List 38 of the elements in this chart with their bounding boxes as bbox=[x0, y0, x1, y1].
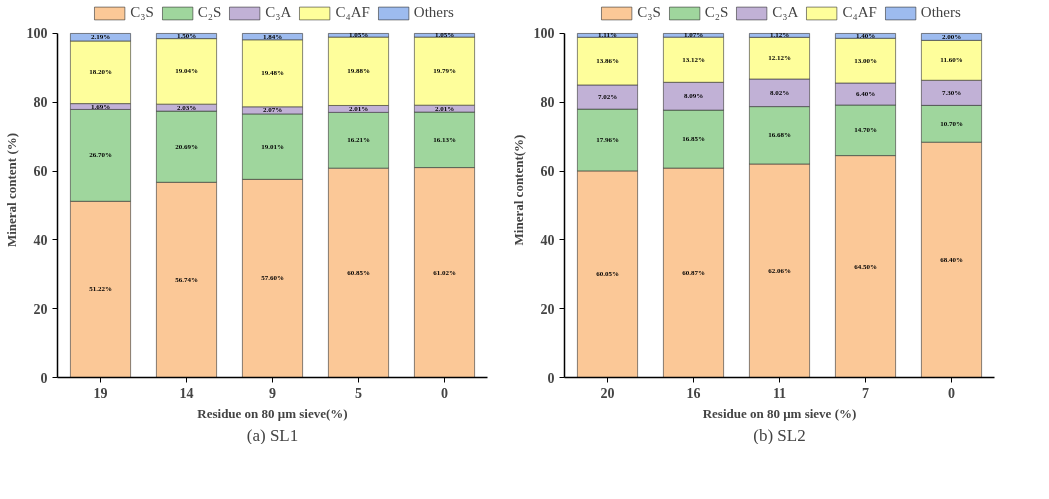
y-tick-label: 40 bbox=[540, 232, 555, 248]
legend-label: C₄AF bbox=[842, 4, 877, 21]
y-tick-label: 80 bbox=[540, 95, 555, 111]
x-tick-label: 14 bbox=[179, 385, 194, 401]
text: (a) SL1 bbox=[246, 425, 299, 445]
x-tick-label: 5 bbox=[355, 385, 362, 401]
x-tick-label: 0 bbox=[948, 385, 955, 401]
x-tick-label: 19 bbox=[93, 385, 108, 401]
legend-label: C₂S bbox=[704, 4, 729, 21]
x-axis-title: Residue on 80 μm sieve(%) bbox=[197, 405, 348, 421]
x-tick-label: 7 bbox=[862, 385, 869, 401]
y-tick-label: 0 bbox=[547, 370, 555, 386]
y-axis-title: Mineral content (%) bbox=[3, 132, 19, 248]
legend-label: Others bbox=[920, 4, 961, 21]
legend-label: C₃S bbox=[637, 4, 661, 21]
x-tick-label: 20 bbox=[600, 385, 615, 401]
y-tick-label: 100 bbox=[533, 26, 555, 42]
x-tick-label: 11 bbox=[772, 385, 787, 401]
y-tick-label: 80 bbox=[33, 95, 48, 111]
legend-label: Others bbox=[413, 4, 454, 21]
y-tick-label: 60 bbox=[33, 164, 48, 180]
x-axis-title: Residue on 80 μm sieve (%) bbox=[702, 405, 857, 421]
y-tick-label: 100 bbox=[26, 26, 48, 42]
x-tick-label: 16 bbox=[686, 385, 701, 401]
x-tick-label: 0 bbox=[441, 385, 448, 401]
y-axis-title: Mineral content(%) bbox=[510, 134, 526, 246]
y-tick-label: 40 bbox=[33, 232, 48, 248]
text: (b) SL2 bbox=[753, 425, 806, 445]
legend-label: C₄AF bbox=[335, 4, 370, 21]
x-tick-label: 9 bbox=[269, 385, 276, 401]
legend-label: C₂S bbox=[197, 4, 222, 21]
y-tick-label: 20 bbox=[33, 301, 48, 317]
y-tick-label: 0 bbox=[40, 370, 48, 386]
legend-label: C₃S bbox=[130, 4, 154, 21]
legend-label: C₃A bbox=[772, 4, 799, 21]
y-tick-label: 60 bbox=[540, 164, 555, 180]
legend-label: C₃A bbox=[265, 4, 292, 21]
y-tick-label: 20 bbox=[540, 301, 555, 317]
